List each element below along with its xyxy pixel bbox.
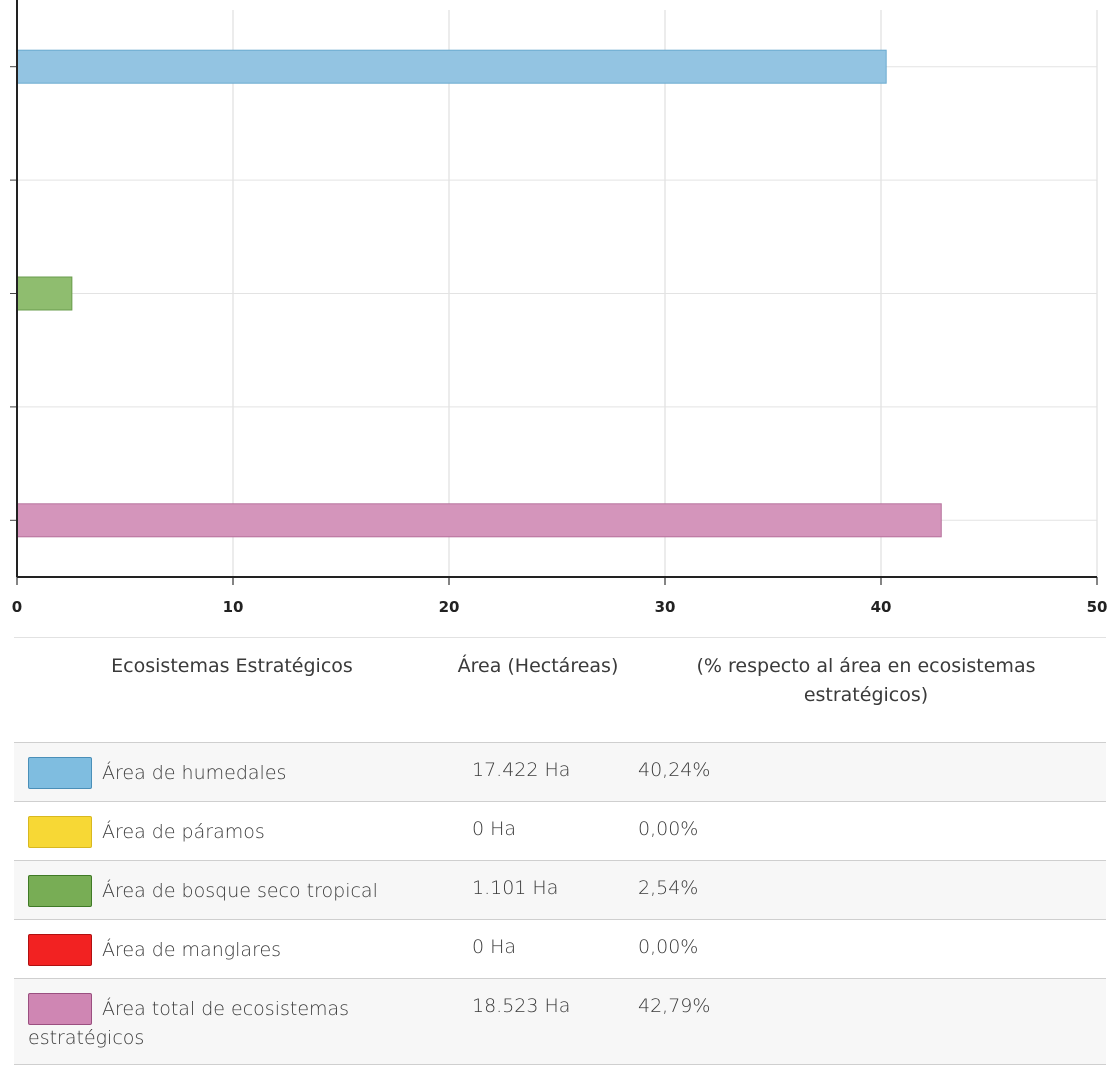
x-tick-label: 20 xyxy=(439,598,460,616)
ecosystem-name: Área de manglares xyxy=(102,939,282,961)
legend-body: Área de humedales 17.422 Ha 40,24% Área de … xyxy=(14,742,1106,1065)
legend-swatch xyxy=(28,816,92,848)
legend-swatch xyxy=(28,875,92,907)
header-ecosystem: Ecosistemas Estratégicos xyxy=(14,637,450,743)
x-tick-label: 50 xyxy=(1087,598,1108,616)
bar xyxy=(16,276,73,311)
x-tick-label: 10 xyxy=(223,598,244,616)
percent-value: 40,24% xyxy=(626,742,1106,802)
table-row: Área total de ecosistemas estratégicos 18… xyxy=(14,978,1106,1065)
percent-value: 42,79% xyxy=(626,978,1106,1065)
area-value: 1.101 Ha xyxy=(450,860,626,920)
table-row: Área de humedales 17.422 Ha 40,24% xyxy=(14,742,1106,802)
legend-table: Ecosistemas Estratégicos Área (Hectáreas… xyxy=(14,637,1106,1065)
tick-labels: 0 10 20 30 40 50 xyxy=(12,598,1108,616)
percent-value: 2,54% xyxy=(626,860,1106,920)
legend-swatch xyxy=(28,993,92,1025)
bars-layer xyxy=(16,49,942,538)
ecosystem-name: Área total de ecosistemas estratégicos xyxy=(28,998,350,1049)
ecosystem-cell: Área de manglares xyxy=(14,919,450,979)
area-value: 17.422 Ha xyxy=(450,742,626,802)
grid-layer xyxy=(17,10,1098,577)
axis-layer xyxy=(10,0,1098,585)
legend-swatch xyxy=(28,757,92,789)
area-value: 18.523 Ha xyxy=(450,978,626,1065)
table-row: Área de páramos 0 Ha 0,00% xyxy=(14,801,1106,861)
ecosystem-cell: Área total de ecosistemas estratégicos xyxy=(14,978,450,1065)
ecosystem-cell: Área de bosque seco tropical xyxy=(14,860,450,920)
header-area: Área (Hectáreas) xyxy=(450,637,626,743)
ecosystem-name: Área de bosque seco tropical xyxy=(102,880,378,902)
header-percent: (% respecto al área en ecosistemas estra… xyxy=(626,637,1106,743)
bar xyxy=(16,503,942,538)
table-row: Área de manglares 0 Ha 0,00% xyxy=(14,919,1106,979)
area-value: 0 Ha xyxy=(450,919,626,979)
x-tick-label: 30 xyxy=(655,598,676,616)
ecosystem-name: Área de páramos xyxy=(102,821,265,843)
percent-value: 0,00% xyxy=(626,801,1106,861)
x-tick-label: 0 xyxy=(12,598,22,616)
x-tick-label: 40 xyxy=(871,598,892,616)
ecosystem-cell: Área de humedales xyxy=(14,742,450,802)
ecosystem-name: Área de humedales xyxy=(102,762,287,784)
bar xyxy=(16,49,887,84)
legend-swatch xyxy=(28,934,92,966)
table-row: Área de bosque seco tropical 1.101 Ha 2,54… xyxy=(14,860,1106,920)
ecosystem-cell: Área de páramos xyxy=(14,801,450,861)
table-header-row: Ecosistemas Estratégicos Área (Hectáreas… xyxy=(14,637,1106,743)
percent-value: 0,00% xyxy=(626,919,1106,979)
area-value: 0 Ha xyxy=(450,801,626,861)
bar-chart: 0 10 20 30 40 50 xyxy=(10,0,1108,616)
